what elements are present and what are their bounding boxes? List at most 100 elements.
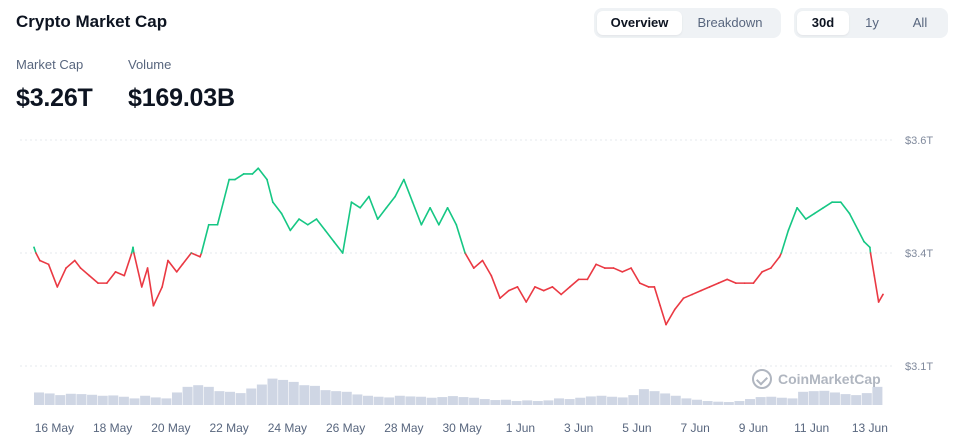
price-point-55: [481, 259, 484, 262]
volume-bar-24: [288, 381, 299, 405]
range-1y-button[interactable]: 1y: [865, 15, 879, 30]
price-point-70: [612, 267, 615, 269]
volume-bar-18: [225, 391, 236, 405]
price-point-82: [708, 286, 711, 288]
volume-bar-22: [267, 378, 278, 405]
price-line-segment-53-0: [464, 252, 475, 269]
price-line-segment-50-0: [438, 207, 449, 226]
volume-bar-40: [458, 397, 469, 405]
price-point-102: [873, 274, 876, 277]
price-point-43: [376, 218, 379, 220]
volume-bar-39: [447, 396, 458, 405]
volume-bar-62: [691, 399, 702, 405]
price-point-50: [438, 223, 440, 226]
price-line-segment-12-1: [133, 252, 143, 288]
price-line-segment-42-0: [368, 195, 379, 220]
y-tick-label-0: $3.6T: [905, 135, 933, 147]
volume-bar-15: [193, 385, 204, 405]
price-line-segment-84-0: [726, 278, 737, 284]
price-line-segment-63-0: [551, 286, 562, 296]
price-line-segment-24-0: [222, 178, 230, 203]
volume-bar-33: [384, 397, 395, 405]
price-point-20: [190, 252, 193, 254]
volume-bar-70: [776, 397, 787, 405]
price-point-3: [56, 286, 59, 288]
volume-bar-34: [394, 395, 405, 405]
price-line-segment-98-0: [848, 212, 860, 232]
price-point-53: [464, 252, 466, 254]
price-line-segment-9-0: [106, 271, 117, 284]
price-point-72: [630, 267, 632, 269]
price-line-segment-48-0: [420, 207, 431, 226]
volume-bar-42: [479, 399, 490, 405]
volume-label: Volume: [128, 57, 172, 72]
range-30d-button[interactable]: 30d: [797, 11, 849, 35]
price-point-104: [882, 293, 884, 296]
price-point-10: [114, 271, 117, 273]
volume-bar-46: [522, 400, 533, 405]
price-line-segment-81-0: [700, 286, 711, 292]
price-point-36: [315, 218, 318, 220]
price-line-segment-61-0: [534, 286, 545, 292]
tab-breakdown[interactable]: Breakdown: [697, 15, 763, 30]
volume-bar-16: [203, 386, 214, 405]
price-point-64: [560, 293, 562, 296]
price-point-69: [604, 267, 606, 269]
volume-bar-63: [702, 401, 713, 405]
price-line-segment-75-0: [653, 286, 661, 307]
price-line-segment-11-0: [123, 252, 133, 277]
volume-bar-30: [352, 394, 363, 405]
price-line-segment-88-0: [761, 267, 772, 273]
price-point-33: [289, 229, 292, 232]
price-line-segment-78-0: [673, 297, 685, 311]
price-point-19: [181, 263, 184, 266]
price-line-segment-30-0: [266, 178, 274, 203]
volume-bar-12: [161, 398, 172, 405]
price-line-segment-26-0: [234, 173, 245, 181]
volume-bar-38: [437, 397, 448, 405]
price-point-4: [65, 267, 67, 269]
price-line-segment-7-0: [88, 274, 99, 284]
volume-bar-9: [129, 398, 140, 405]
price-point-79: [682, 297, 685, 300]
price-point-54: [472, 267, 475, 269]
market-cap-label: Market Cap: [16, 57, 84, 72]
price-point-38: [333, 240, 335, 243]
price-point-49: [429, 207, 431, 209]
price-line-segment-67-0: [586, 263, 597, 281]
x-tick-label-8: 1 Jun: [506, 421, 535, 435]
price-line-segment-1-0: [39, 259, 50, 266]
volume-bar-6: [97, 395, 108, 405]
price-line-segment-89-0: [770, 255, 781, 269]
price-point-60: [525, 301, 528, 303]
volume-bar-65: [723, 402, 734, 405]
price-line-segment-28-0: [251, 167, 260, 175]
range-all-button[interactable]: All: [912, 15, 928, 30]
price-line-segment-52-0: [455, 223, 466, 254]
price-line-segment-103-0: [877, 293, 884, 303]
volume-bar-73: [808, 391, 819, 405]
price-line-segment-21-1: [200, 223, 210, 254]
price-line-segment-29-0: [257, 167, 268, 181]
market-cap-value: $3.26T: [16, 84, 93, 112]
x-tick-label-10: 5 Jun: [622, 421, 651, 435]
tab-overview[interactable]: Overview: [597, 11, 682, 35]
price-line-segment-23-0: [216, 201, 225, 226]
price-point-84: [726, 278, 728, 281]
price-point-35: [306, 223, 309, 226]
price-line-segment-44-0: [385, 195, 396, 209]
volume-bar-76: [840, 394, 851, 405]
volume-bar-69: [766, 396, 777, 405]
price-point-99: [857, 229, 860, 232]
price-point-65: [569, 286, 571, 288]
volume-bar-54: [607, 396, 618, 405]
price-point-26: [234, 178, 236, 181]
price-line-segment-95-0: [822, 201, 833, 209]
y-tick-label-2: $3.1T: [905, 361, 933, 373]
price-point-22: [207, 223, 210, 226]
volume-bar-53: [596, 395, 607, 405]
volume-bar-78: [861, 393, 872, 405]
price-line-segment-62-0: [542, 286, 554, 292]
price-point-103: [877, 301, 880, 303]
